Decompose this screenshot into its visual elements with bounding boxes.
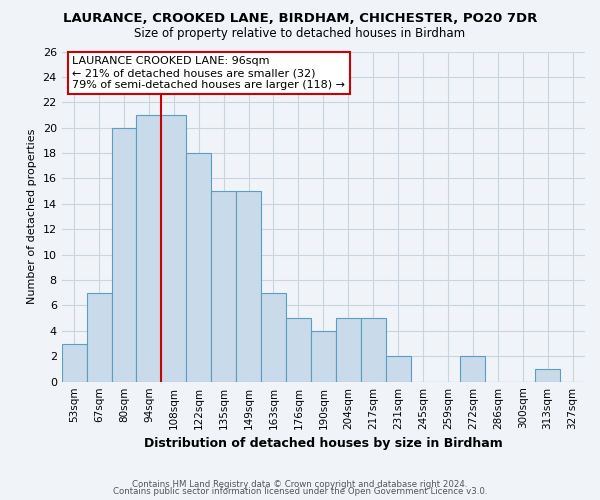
Text: LAURANCE CROOKED LANE: 96sqm
← 21% of detached houses are smaller (32)
79% of se: LAURANCE CROOKED LANE: 96sqm ← 21% of de… [72, 56, 345, 90]
Bar [211, 191, 236, 382]
Text: LAURANCE, CROOKED LANE, BIRDHAM, CHICHESTER, PO20 7DR: LAURANCE, CROOKED LANE, BIRDHAM, CHICHES… [63, 12, 537, 26]
Bar [311, 331, 336, 382]
Text: Size of property relative to detached houses in Birdham: Size of property relative to detached ho… [134, 28, 466, 40]
Text: Contains public sector information licensed under the Open Government Licence v3: Contains public sector information licen… [113, 488, 487, 496]
Bar [161, 115, 186, 382]
Bar [535, 369, 560, 382]
Text: Contains HM Land Registry data © Crown copyright and database right 2024.: Contains HM Land Registry data © Crown c… [132, 480, 468, 489]
Bar [186, 153, 211, 382]
Bar [286, 318, 311, 382]
Y-axis label: Number of detached properties: Number of detached properties [27, 129, 37, 304]
Bar [336, 318, 361, 382]
Bar [361, 318, 386, 382]
Bar [86, 293, 112, 382]
X-axis label: Distribution of detached houses by size in Birdham: Distribution of detached houses by size … [144, 437, 503, 450]
Bar [386, 356, 410, 382]
Bar [261, 293, 286, 382]
Bar [236, 191, 261, 382]
Bar [460, 356, 485, 382]
Bar [112, 128, 136, 382]
Bar [136, 115, 161, 382]
Bar [62, 344, 86, 382]
